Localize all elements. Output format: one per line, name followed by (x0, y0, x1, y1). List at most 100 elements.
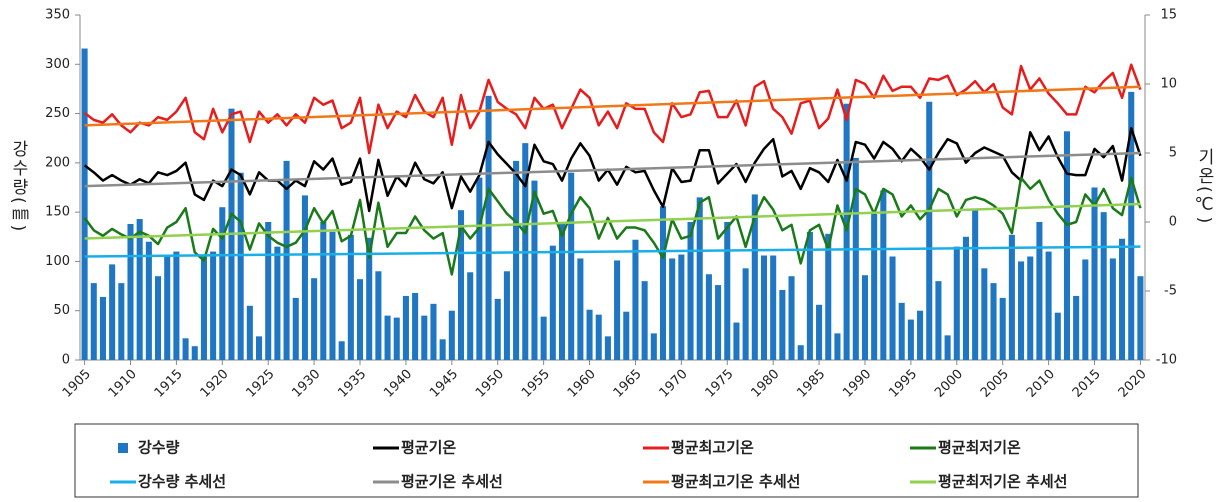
line (84, 202, 1141, 240)
bar (659, 206, 667, 360)
legend-label: 평균최저기온 (938, 439, 1021, 457)
bar (917, 310, 924, 360)
bar (430, 303, 437, 360)
bar (412, 292, 419, 360)
x-tick-label: 1980 (748, 367, 782, 401)
bar (182, 338, 189, 360)
bar (301, 195, 308, 360)
bar (210, 251, 217, 360)
bar (191, 346, 198, 360)
bar (568, 172, 575, 360)
y-tick-label: 150 (45, 205, 70, 220)
bar (742, 268, 749, 360)
bar (136, 219, 143, 360)
x-tick-label: 1910 (106, 367, 140, 401)
bar (311, 278, 318, 360)
bar (356, 279, 364, 360)
bar (476, 177, 483, 360)
y-tick-label: 100 (45, 254, 70, 269)
bar (1027, 256, 1034, 360)
bar (402, 295, 409, 360)
x-tick-label: 1945 (427, 367, 461, 401)
line (84, 245, 1141, 258)
bar (558, 222, 566, 360)
bar (760, 255, 768, 360)
bar (421, 315, 428, 360)
bar (1073, 295, 1080, 360)
bar (623, 311, 630, 360)
bar (164, 256, 171, 360)
bar (531, 180, 538, 360)
y2-tick-label: 10 (1160, 77, 1177, 92)
bar (494, 298, 501, 360)
x-tick-label: 2020 (1116, 367, 1150, 401)
bar (871, 212, 878, 360)
bar (595, 314, 602, 360)
bar (724, 222, 731, 360)
bar (219, 207, 226, 360)
bar (338, 341, 345, 360)
bar (577, 258, 584, 360)
bar (898, 302, 905, 360)
legend-swatch (118, 443, 128, 453)
bar (246, 305, 253, 360)
bar (457, 210, 465, 360)
bar (880, 190, 887, 360)
bar (283, 160, 290, 360)
bar (467, 272, 474, 360)
bar (770, 255, 777, 360)
bar (1109, 258, 1116, 360)
bar (926, 101, 933, 360)
x-tick-label: 2000 (932, 367, 966, 401)
legend-label: 평균기온 추세선 (401, 473, 503, 491)
bar (173, 251, 180, 360)
bar (705, 274, 712, 360)
x-tick-label: 1955 (519, 367, 553, 401)
x-tick-label: 1935 (335, 367, 369, 401)
bar (889, 256, 896, 360)
y-tick-label: 0 (62, 353, 70, 368)
bar (540, 316, 547, 360)
x-tick-label: 1925 (244, 367, 278, 401)
x-tick-label: 1990 (840, 367, 874, 401)
bar (1091, 187, 1098, 360)
x-tick-label: 2015 (1070, 367, 1104, 401)
bar (715, 285, 722, 360)
y2-tick-label: 5 (1169, 146, 1177, 161)
bar (274, 246, 281, 360)
y-tick-label: 50 (53, 303, 70, 318)
bar (513, 160, 520, 360)
bar (779, 290, 786, 360)
y2-axis-label: 기온(℃) (1194, 148, 1214, 226)
bar (797, 345, 804, 360)
bar (990, 283, 997, 360)
line (84, 151, 1141, 188)
legend-label: 평균최고기온 (671, 439, 754, 457)
bar (109, 264, 116, 360)
bar (366, 237, 373, 360)
bar (237, 172, 244, 360)
bar (200, 256, 207, 360)
bar (155, 276, 162, 360)
bar (439, 339, 446, 360)
bar (393, 317, 400, 360)
bar (265, 222, 272, 360)
bar (586, 309, 593, 360)
line (84, 85, 1141, 127)
y2-tick-label: 15 (1160, 8, 1177, 23)
y2-tick-label: 0 (1169, 215, 1177, 230)
bar (972, 210, 979, 360)
bar (485, 95, 492, 360)
x-tick-label: 2010 (1024, 367, 1058, 401)
bar (81, 48, 88, 361)
y2-tick-label: -5 (1164, 284, 1177, 299)
x-tick-label: 1920 (198, 367, 232, 401)
legend-label: 강수량 (138, 439, 180, 457)
bar (99, 296, 106, 360)
bar (448, 310, 455, 360)
bar (145, 241, 152, 360)
bar (962, 236, 969, 360)
x-tick-label: 1950 (473, 367, 507, 401)
